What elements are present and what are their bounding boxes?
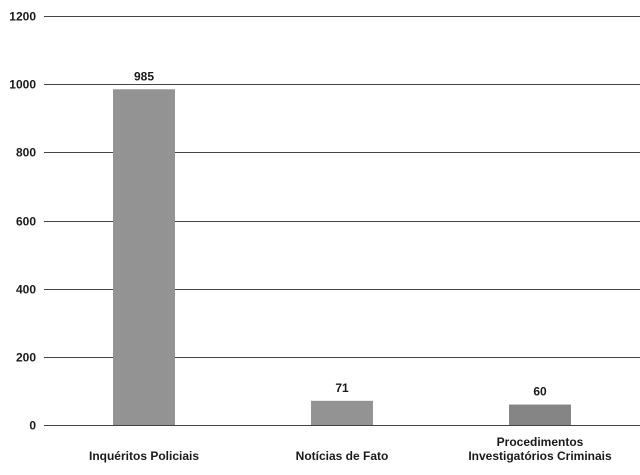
data-label: 985 <box>134 69 154 83</box>
y-tick-label: 800 <box>16 146 36 160</box>
x-category-label: Procedimentos <box>497 435 584 449</box>
bars <box>113 89 571 425</box>
x-category-label: Notícias de Fato <box>296 449 389 463</box>
bar <box>113 89 175 425</box>
x-axis-category-labels: Inquéritos Policiais Notícias de Fato Proc… <box>89 435 612 463</box>
data-labels: 985 71 60 <box>134 69 547 398</box>
bar <box>509 404 571 425</box>
y-tick-label: 600 <box>16 215 36 229</box>
y-tick-label: 1200 <box>9 10 36 24</box>
data-label: 60 <box>533 385 547 399</box>
y-tick-label: 200 <box>16 351 36 365</box>
y-tick-label: 400 <box>16 283 36 297</box>
y-axis-tick-labels: 0 200 400 600 800 1000 1200 <box>9 10 36 433</box>
x-category-label: Investigatórios Criminais <box>468 449 612 463</box>
data-label: 71 <box>335 381 349 395</box>
y-tick-label: 0 <box>29 419 36 433</box>
y-tick-label: 1000 <box>9 78 36 92</box>
x-category-label: Inquéritos Policiais <box>89 449 199 463</box>
bar <box>311 400 373 425</box>
